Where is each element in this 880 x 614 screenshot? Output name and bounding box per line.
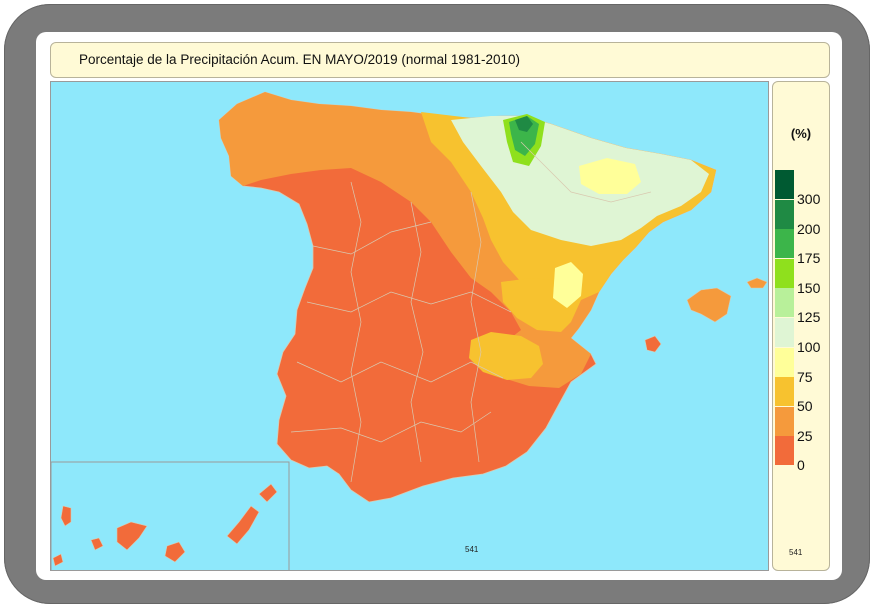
legend-label-25: 25 <box>797 427 813 444</box>
map-panel: 541 <box>50 81 769 571</box>
map-title: Porcentaje de la Precipitación Acum. EN … <box>79 52 520 67</box>
legend-swatch-200 <box>775 199 794 229</box>
legend-swatch-75 <box>775 347 794 377</box>
menorca-shape <box>746 277 768 289</box>
legend-label-75: 75 <box>797 368 813 385</box>
legend-swatch-150 <box>775 258 794 288</box>
title-bar: Porcentaje de la Precipitación Acum. EN … <box>50 42 830 78</box>
legend-label-0: 0 <box>797 457 805 474</box>
canarias-inset-box <box>51 461 290 570</box>
legend-label-300: 300 <box>797 191 821 207</box>
zone-100-125-valencia <box>553 262 583 308</box>
zone-100-125 <box>579 158 641 194</box>
precipitation-map: 541 <box>51 91 768 570</box>
map-code: 541 <box>465 545 479 554</box>
legend-swatch-125 <box>775 288 794 318</box>
legend-label-175: 175 <box>797 250 821 267</box>
zone-300 <box>515 116 533 132</box>
legend-unit: (%) <box>790 126 812 141</box>
legend-label-50: 50 <box>797 398 813 415</box>
legend-panel: (%) 300 200 175 150 125 100 75 50 25 0 541 <box>772 81 830 571</box>
legend-swatch-50 <box>775 377 794 407</box>
legend-label-100: 100 <box>797 339 821 355</box>
legend-label-200: 200 <box>797 220 821 237</box>
legend-swatch-175 <box>775 229 794 259</box>
legend-swatch-300 <box>775 170 794 199</box>
ibiza-shape <box>644 335 662 353</box>
legend-code: 541 <box>789 548 803 557</box>
province-borders <box>290 141 652 483</box>
legend-swatch-0 <box>775 436 794 466</box>
mallorca-shape <box>686 287 732 323</box>
legend-swatch-25 <box>775 406 794 436</box>
legend-label-150: 150 <box>797 279 821 296</box>
zone-50-75-southeast <box>469 332 543 380</box>
legend-label-125: 125 <box>797 309 821 326</box>
canary-islands <box>52 483 278 567</box>
legend-swatch-100 <box>775 318 794 347</box>
